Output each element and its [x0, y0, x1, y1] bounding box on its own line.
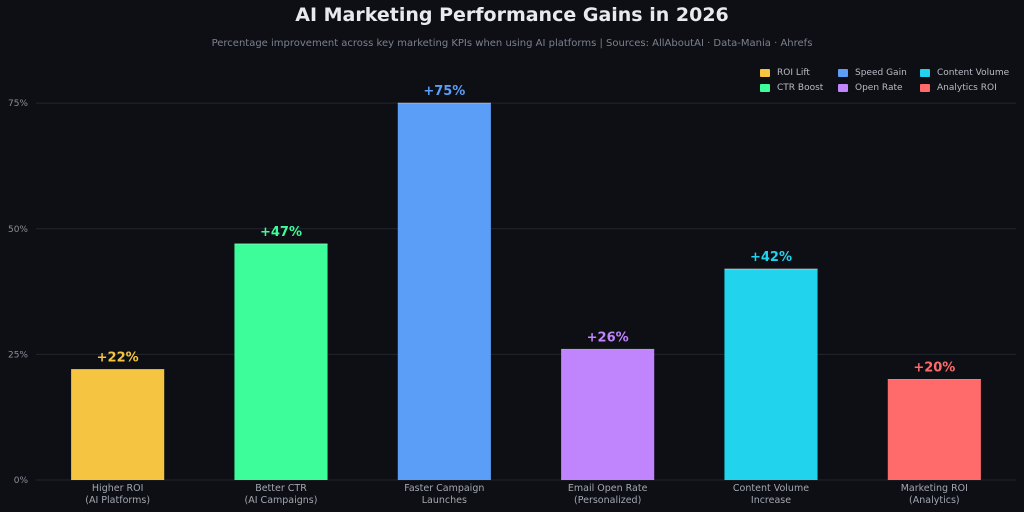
bar — [561, 349, 655, 480]
data-label: +26% — [587, 330, 629, 345]
x-tick-label: Content Volume — [733, 483, 809, 494]
legend-swatch — [838, 69, 848, 77]
x-tick-label: Faster Campaign — [404, 483, 484, 494]
x-tick-label: Launches — [422, 495, 467, 506]
x-tick-label: Increase — [751, 495, 791, 506]
legend-label: Open Rate — [855, 83, 903, 93]
legend-item-roi-lift: ROI Lift — [760, 68, 838, 78]
legend: ROI Lift Speed Gain Content Volume CTR B… — [760, 68, 1024, 93]
x-tick-label: (AI Campaigns) — [245, 495, 318, 506]
bar — [724, 268, 818, 480]
legend-swatch — [760, 84, 770, 92]
y-tick-label: 25% — [8, 350, 28, 360]
data-label: +42% — [750, 250, 792, 265]
y-tick-label: 50% — [8, 225, 28, 235]
bar — [71, 369, 165, 480]
chart-subtitle: Percentage improvement across key market… — [211, 38, 813, 49]
legend-swatch — [838, 84, 848, 92]
x-tick-label: Higher ROI — [92, 483, 144, 494]
legend-swatch — [920, 84, 930, 92]
bar — [234, 243, 328, 480]
legend-item-speed-gain: Speed Gain — [838, 68, 920, 78]
legend-item-ctr-boost: CTR Boost — [760, 83, 838, 93]
x-tick-label: Email Open Rate — [568, 483, 648, 494]
y-tick-label: 0% — [14, 476, 29, 486]
x-tick-label: (AI Platforms) — [85, 495, 150, 506]
bar — [397, 103, 491, 481]
x-tick-label: (Analytics) — [909, 495, 960, 506]
chart-title: AI Marketing Performance Gains in 2026 — [295, 4, 729, 26]
x-tick-label: (Personalized) — [574, 495, 641, 506]
legend-label: Analytics ROI — [937, 83, 997, 93]
legend-label: ROI Lift — [777, 68, 810, 78]
x-tick-label: Better CTR — [255, 483, 307, 494]
legend-item-analytics-roi: Analytics ROI — [920, 83, 1024, 93]
x-tick-label: Marketing ROI — [901, 483, 968, 494]
legend-label: CTR Boost — [777, 83, 824, 93]
legend-swatch — [920, 69, 930, 77]
y-tick-label: 75% — [8, 99, 28, 109]
data-label: +22% — [97, 350, 139, 365]
legend-label: Speed Gain — [855, 68, 907, 78]
data-label: +75% — [423, 84, 465, 99]
data-label: +20% — [913, 361, 955, 376]
data-label: +47% — [260, 225, 302, 240]
legend-label: Content Volume — [937, 68, 1010, 78]
bar — [887, 379, 981, 480]
legend-item-content-volume: Content Volume — [920, 68, 1024, 78]
legend-swatch — [760, 69, 770, 77]
legend-item-open-rate: Open Rate — [838, 83, 920, 93]
